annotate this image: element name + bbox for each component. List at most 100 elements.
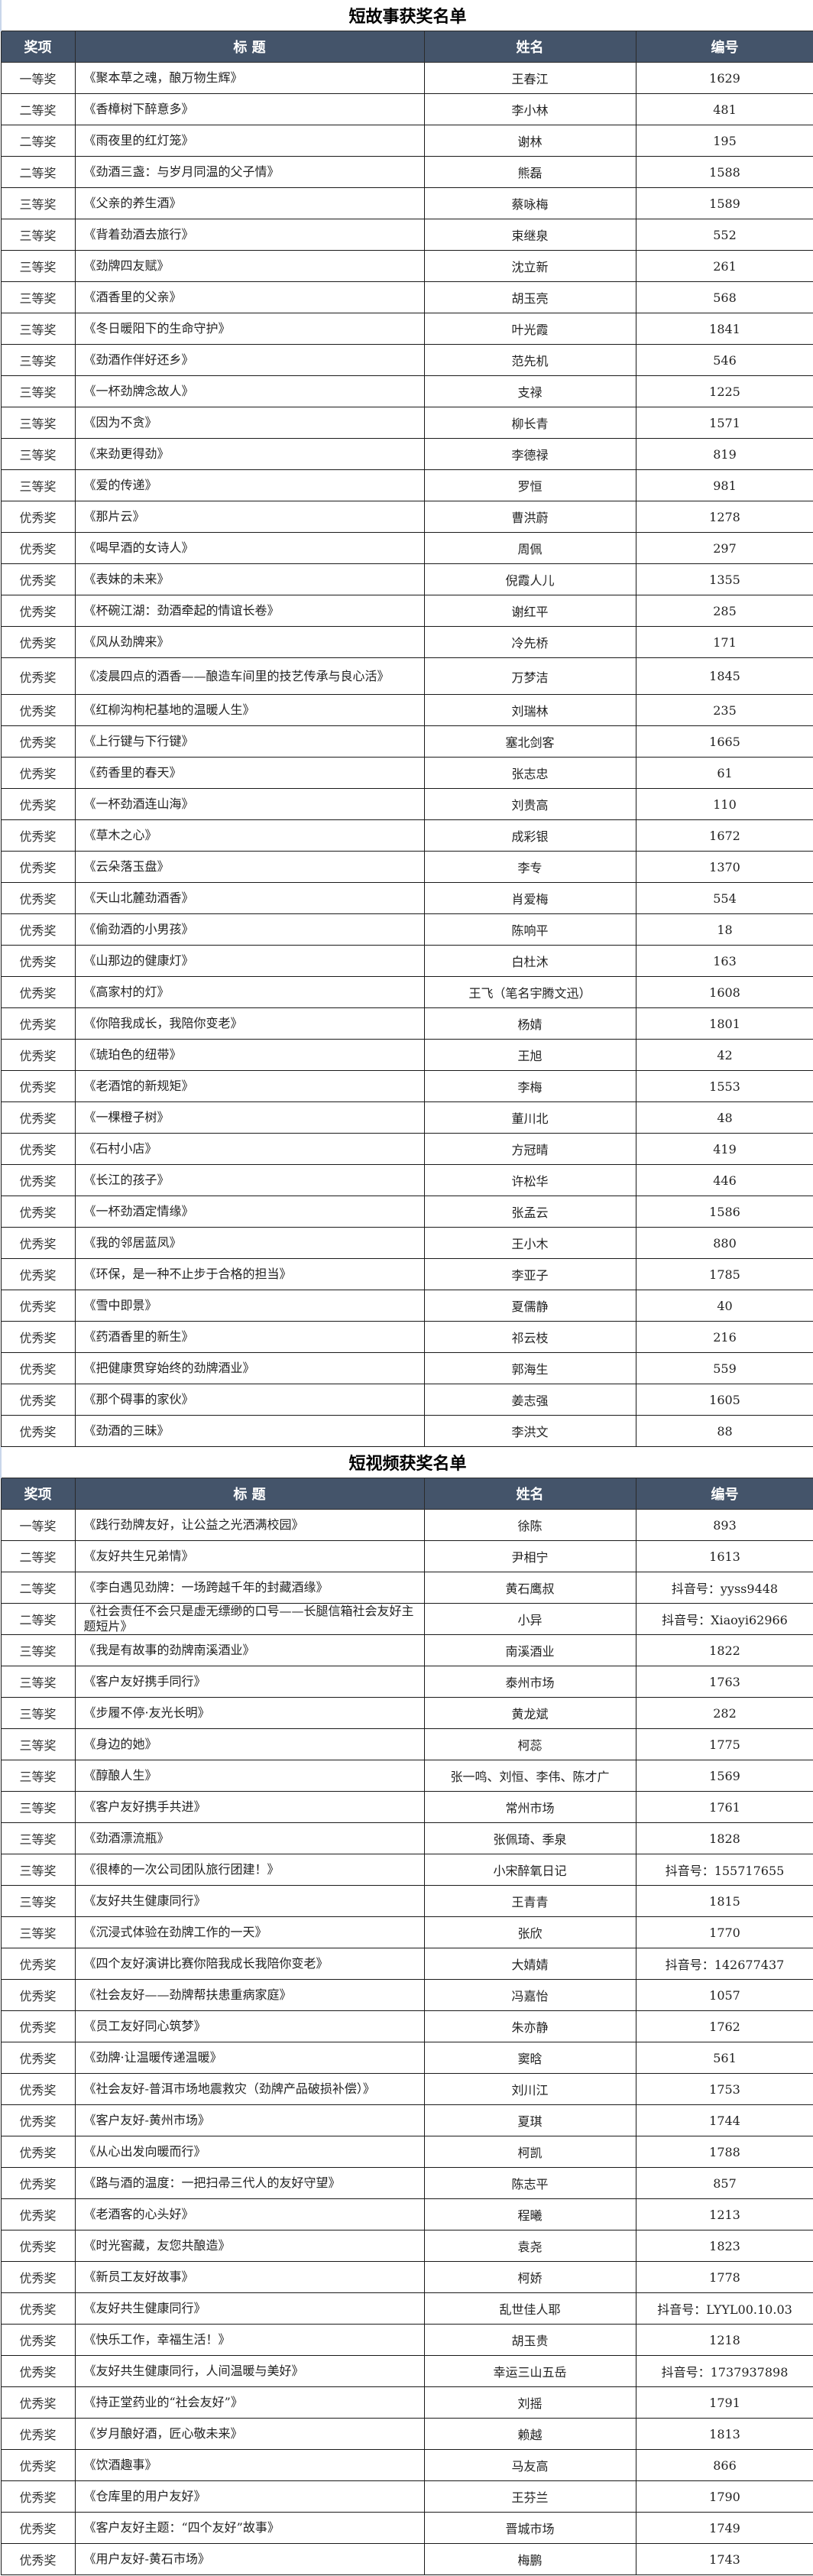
- video-award-table: 短视频获奖名单 奖项标 题姓名 编号 一等奖 《践行劲牌友好，让公益之光洒满校园》 徐陈 8…: [0, 1447, 813, 2575]
- name-cell: 柯凯: [423, 2136, 636, 2168]
- title-text: 《一杯劲酒定情缘》: [83, 1204, 194, 1218]
- number-cell: 1605: [635, 1384, 813, 1416]
- title-text: 《把健康贯穿始终的劲牌酒业》: [83, 1361, 255, 1375]
- name-cell: 许松华: [423, 1164, 636, 1196]
- title-text: 《聚本草之魂，酿万物生辉》: [83, 70, 243, 85]
- table-row: 优秀奖 《客户友好主题：“四个友好”故事》 晋城市场 1749: [0, 2512, 813, 2544]
- title-text: 《药香里的春天》: [83, 765, 182, 780]
- name-cell: 王旭: [423, 1039, 636, 1071]
- title-cell: 《聚本草之魂，酿万物生辉》: [74, 62, 425, 94]
- table-row: 优秀奖 《一棵橙子树》 董川北 48: [0, 1101, 813, 1134]
- title-cell: 《我是有故事的劲牌南溪酒业》: [74, 1634, 425, 1666]
- table-row: 优秀奖 《用户友好-黄石市场》 梅鹏 1743: [0, 2543, 813, 2575]
- table-row: 三等奖 《爱的传递》 罗恒 981: [0, 469, 813, 501]
- award-cell: 优秀奖: [0, 657, 76, 695]
- table-row: 优秀奖 《药酒香里的新生》 祁云枝 216: [0, 1321, 813, 1353]
- table-row: 优秀奖 《劲牌·让温暖传递温暖》 窦晗 561: [0, 2042, 813, 2074]
- title-cell: 《老酒客的心头好》: [74, 2198, 425, 2230]
- title-text: 《很棒的一次公司团队旅行团建！》: [83, 1862, 280, 1877]
- title-cell: 《李白遇见劲牌：一场跨越千年的封藏酒缘》: [74, 1572, 425, 1604]
- award-cell: 优秀奖: [0, 1290, 76, 1322]
- table-row: 优秀奖 《从心出发向暖而行》 柯凯 1788: [0, 2136, 813, 2168]
- title-text: 《员工友好同心筑梦》: [83, 2019, 206, 2033]
- title-cell: 《很棒的一次公司团队旅行团建！》: [74, 1854, 425, 1886]
- table-row: 优秀奖 《你陪我成长，我陪你变老》 杨婧 1801: [0, 1007, 813, 1040]
- title-cell: 《仓库里的用户友好》: [74, 2480, 425, 2513]
- number-cell: 554: [635, 882, 813, 914]
- table-row: 优秀奖 《客户友好-黄州市场》 夏琪 1744: [0, 2104, 813, 2136]
- name-cell: 张志忠: [423, 757, 636, 789]
- table-row: 优秀奖 《山那边的健康灯》 白杜沐 163: [0, 945, 813, 977]
- number-cell: 893: [635, 1509, 813, 1541]
- table-row: 优秀奖 《天山北麓劲酒香》 肖爱梅 554: [0, 882, 813, 914]
- title-cell: 《老酒馆的新规矩》: [74, 1070, 425, 1102]
- title-text: 《劲酒作伴好还乡》: [83, 352, 194, 367]
- number-cell: 216: [635, 1321, 813, 1353]
- table-row: 三等奖 《我是有故事的劲牌南溪酒业》 南溪酒业 1822: [0, 1634, 813, 1666]
- number-cell: 195: [635, 125, 813, 157]
- title-text: 《一杯劲牌念故人》: [83, 384, 194, 398]
- table-row: 一等奖 《践行劲牌友好，让公益之光洒满校园》 徐陈 893: [0, 1509, 813, 1541]
- title-text: 《客户友好-黄州市场》: [83, 2113, 210, 2127]
- award-cell: 优秀奖: [0, 626, 76, 658]
- award-cell: 优秀奖: [0, 1196, 76, 1228]
- title-text: 《客户友好携手共进》: [83, 1799, 206, 1814]
- number-cell: 1571: [635, 407, 813, 439]
- table-header-row: 奖项标 题姓名 编号: [0, 1478, 813, 1510]
- table-row: 优秀奖 《那个碍事的家伙》 姜志强 1605: [0, 1384, 813, 1416]
- title-cell: 《劲酒漂流瓶》: [74, 1822, 425, 1854]
- number-cell: 285: [635, 595, 813, 627]
- award-cell: 优秀奖: [0, 2010, 76, 2042]
- title-cell: 《客户友好-黄州市场》: [74, 2104, 425, 2136]
- title-text: 《凌晨四点的酒香——酿造车间里的技艺传承与良心活》: [83, 668, 390, 683]
- title-cell: 《一杯劲酒连山海》: [74, 788, 425, 820]
- name-cell: 李德禄: [423, 438, 636, 470]
- title-text: 《老酒客的心头好》: [83, 2207, 194, 2221]
- award-cell: 二等奖: [0, 1603, 76, 1635]
- number-cell: 1823: [635, 2230, 813, 2262]
- name-cell: 刘摇: [423, 2386, 636, 2419]
- table-row: 二等奖 《社会责任不会只是虚无缥缈的口号——长腿信箱社会友好主题短片》 小异 抖音号：…: [0, 1603, 813, 1635]
- number-cell: 1057: [635, 1979, 813, 2011]
- title-text: 《劲牌·让温暖传递温暖》: [83, 2050, 222, 2065]
- table-row: 三等奖 《友好共生健康同行》 王青青 1815: [0, 1885, 813, 1917]
- title-cell: 《雪中即景》: [74, 1290, 425, 1322]
- award-cell: 一等奖: [0, 1509, 76, 1541]
- title-text: 《醇酿人生》: [83, 1768, 157, 1783]
- award-cell: 二等奖: [0, 156, 76, 188]
- title-cell: 《友好共生健康同行，人间温暖与美好》: [74, 2355, 425, 2387]
- number-cell: 297: [635, 532, 813, 564]
- name-cell: 乱世佳人耶: [423, 2292, 636, 2325]
- award-cell: 三等奖: [0, 1760, 76, 1792]
- title-text: 《来劲更得劲》: [83, 446, 170, 461]
- title-text: 《红柳沟枸杞基地的温暖人生》: [83, 702, 255, 717]
- title-cell: 《药酒香里的新生》: [74, 1321, 425, 1353]
- title-cell: 《劲酒作伴好还乡》: [74, 344, 425, 376]
- number-cell: 481: [635, 93, 813, 125]
- name-cell: 柳长青: [423, 407, 636, 439]
- award-cell: 优秀奖: [0, 757, 76, 789]
- number-cell: 1586: [635, 1196, 813, 1228]
- table-row: 优秀奖 《琥珀色的纽带》 王旭 42: [0, 1039, 813, 1071]
- title-cell: 《身边的她》: [74, 1728, 425, 1760]
- number-cell: 40: [635, 1290, 813, 1322]
- title-cell: 《时光窖藏，友您共酿造》: [74, 2230, 425, 2262]
- table-row: 优秀奖 《草木之心》 成彩银 1672: [0, 819, 813, 852]
- number-cell: 1589: [635, 187, 813, 219]
- number-cell: 1743: [635, 2543, 813, 2575]
- table-row: 优秀奖 《社会友好-普洱市场地震救灾（劲牌产品破损补偿）》 刘川江 1753: [0, 2073, 813, 2105]
- table-row: 三等奖 《冬日暖阳下的生命守护》 叶光霞 1841: [0, 313, 813, 345]
- name-cell: 沈立新: [423, 250, 636, 282]
- title-text: 《持正堂药业的“社会友好”》: [83, 2395, 243, 2409]
- award-cell: 优秀奖: [0, 532, 76, 564]
- title-cell: 《来劲更得劲》: [74, 438, 425, 470]
- number-cell: 1672: [635, 819, 813, 852]
- title-text: 《杯碗江湖：劲酒牵起的情谊长卷》: [83, 603, 280, 618]
- number-cell: 1753: [635, 2073, 813, 2105]
- title-cell: 《云朵落玉盘》: [74, 851, 425, 883]
- number-cell: 抖音号：LYYL00.10.03: [635, 2292, 813, 2325]
- title-text: 《沉浸式体验在劲牌工作的一天》: [83, 1925, 267, 1939]
- title-cell: 《醇酿人生》: [74, 1760, 425, 1792]
- name-cell: 张一鸣、刘恒、李伟、陈才广: [423, 1760, 636, 1792]
- title-text: 《老酒馆的新规矩》: [83, 1079, 194, 1093]
